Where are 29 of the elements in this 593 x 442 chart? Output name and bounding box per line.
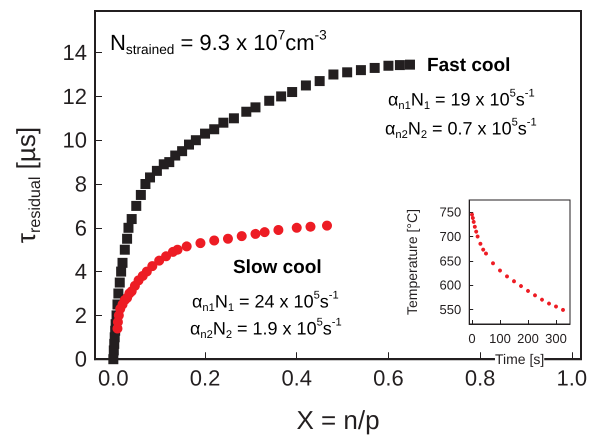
- x-tick-label: 100: [489, 331, 511, 346]
- y-tick-label: 12: [62, 84, 87, 109]
- y-tick-label: 550: [439, 302, 462, 317]
- y-tick-label: 4: [74, 259, 87, 284]
- y-axis-title: τresidual [µs]: [11, 126, 44, 244]
- y-tick-label: 10: [62, 128, 87, 153]
- y-tick-label: 750: [439, 204, 462, 220]
- y-tick-label: 700: [439, 228, 462, 244]
- x-tick-label: 200: [517, 331, 539, 346]
- y-tick-label: 600: [439, 278, 462, 293]
- y-tick-label: 6: [74, 215, 87, 240]
- y-tick-label: 8: [74, 172, 87, 197]
- x-tick-label: 0.2: [190, 366, 220, 391]
- x-tick-label: 0.8: [464, 366, 496, 391]
- y-tick-label: 0: [74, 346, 87, 372]
- y-tick-label: 650: [439, 253, 462, 268]
- y-tick-label: 2: [74, 302, 87, 328]
- x-tick-label: 1.0: [556, 366, 588, 391]
- x-tick-label: 0.4: [281, 366, 312, 391]
- x-tick-label: 300: [545, 331, 567, 346]
- y-tick-label: 14: [62, 40, 87, 66]
- y-axis-title: Temperature [°C]: [404, 209, 420, 315]
- x-tick-label: 0.6: [373, 366, 404, 391]
- x-axis-title: X = n/p: [296, 405, 380, 436]
- series-label: Fast cool: [427, 55, 510, 76]
- x-axis-title: Time [s]: [494, 351, 544, 367]
- x-tick-label: 0.0: [98, 366, 129, 391]
- series-label: Slow cool: [233, 257, 322, 278]
- x-tick-label: 0: [468, 331, 476, 346]
